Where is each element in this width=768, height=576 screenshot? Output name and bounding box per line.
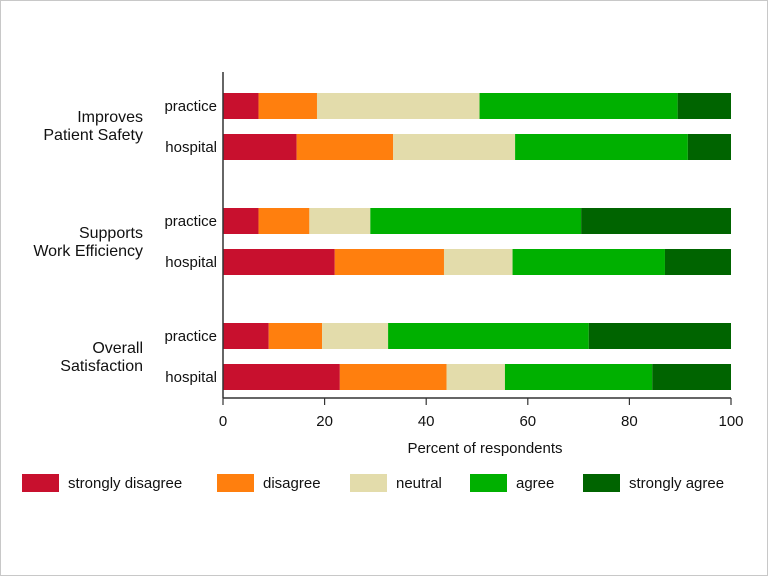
bar-segment-3-practice-strongly-disagree [223, 323, 269, 349]
x-tick-label: 0 [219, 413, 227, 430]
group-label: Improves Patient Safety [43, 109, 143, 144]
x-tick-label: 20 [316, 413, 333, 430]
bar-segment-1-hospital-strongly-agree [687, 134, 731, 160]
bar-segment-1-hospital-agree [515, 134, 688, 160]
bar-segment-2-hospital-strongly-disagree [223, 249, 335, 275]
group-label: Supports Work Efficiency [33, 225, 143, 260]
row-label: practice [164, 98, 217, 115]
bar-segment-1-hospital-neutral [393, 134, 516, 160]
legend-swatch-disagree [217, 474, 254, 492]
legend-label-neutral: neutral [396, 475, 442, 492]
bar-segment-2-hospital-agree [512, 249, 665, 275]
legend-label-strongly-agree: strongly agree [629, 475, 724, 492]
bar-segment-3-practice-agree [388, 323, 589, 349]
bar-segment-3-hospital-neutral [446, 364, 505, 390]
row-label: hospital [165, 369, 217, 386]
bar-segment-2-practice-neutral [309, 208, 371, 234]
legend-swatch-agree [470, 474, 507, 492]
x-tick-label: 60 [519, 413, 536, 430]
bar-segment-3-practice-strongly-agree [588, 323, 731, 349]
legend-swatch-neutral [350, 474, 387, 492]
bar-segment-1-practice-strongly-agree [677, 93, 731, 119]
bar-segment-2-hospital-strongly-agree [664, 249, 731, 275]
row-label: practice [164, 213, 217, 230]
bar-segment-3-practice-neutral [322, 323, 389, 349]
legend-label-strongly-disagree: strongly disagree [68, 475, 182, 492]
bar-segment-2-practice-agree [370, 208, 582, 234]
bar-segment-3-hospital-strongly-agree [652, 364, 731, 390]
x-tick-label: 100 [718, 413, 743, 430]
bar-segment-1-practice-neutral [316, 93, 480, 119]
bar-segment-1-hospital-disagree [296, 134, 394, 160]
x-tick-label: 40 [418, 413, 435, 430]
x-tick-label: 80 [621, 413, 638, 430]
bar-segment-2-practice-strongly-agree [581, 208, 731, 234]
group-label: Overall Satisfaction [60, 340, 143, 375]
legend-swatch-strongly-agree [583, 474, 620, 492]
bar-segment-1-hospital-strongly-disagree [223, 134, 297, 160]
legend-label-disagree: disagree [263, 475, 321, 492]
bar-segment-1-practice-agree [479, 93, 678, 119]
bar-segment-2-practice-strongly-disagree [223, 208, 259, 234]
row-label: hospital [165, 139, 217, 156]
legend-swatch-strongly-disagree [22, 474, 59, 492]
bar-segment-2-hospital-neutral [443, 249, 513, 275]
bar-segment-3-hospital-disagree [339, 364, 447, 390]
x-axis-title: Percent of respondents [407, 440, 562, 457]
bar-segment-3-hospital-agree [504, 364, 653, 390]
bar-segment-1-practice-strongly-disagree [223, 93, 259, 119]
row-label: hospital [165, 254, 217, 271]
row-label: practice [164, 328, 217, 345]
bar-segment-2-practice-disagree [258, 208, 310, 234]
bar-segment-3-practice-disagree [268, 323, 323, 349]
bar-segment-2-hospital-disagree [334, 249, 444, 275]
legend-label-agree: agree [516, 475, 554, 492]
bar-segment-1-practice-disagree [258, 93, 317, 119]
bar-segment-3-hospital-strongly-disagree [223, 364, 340, 390]
